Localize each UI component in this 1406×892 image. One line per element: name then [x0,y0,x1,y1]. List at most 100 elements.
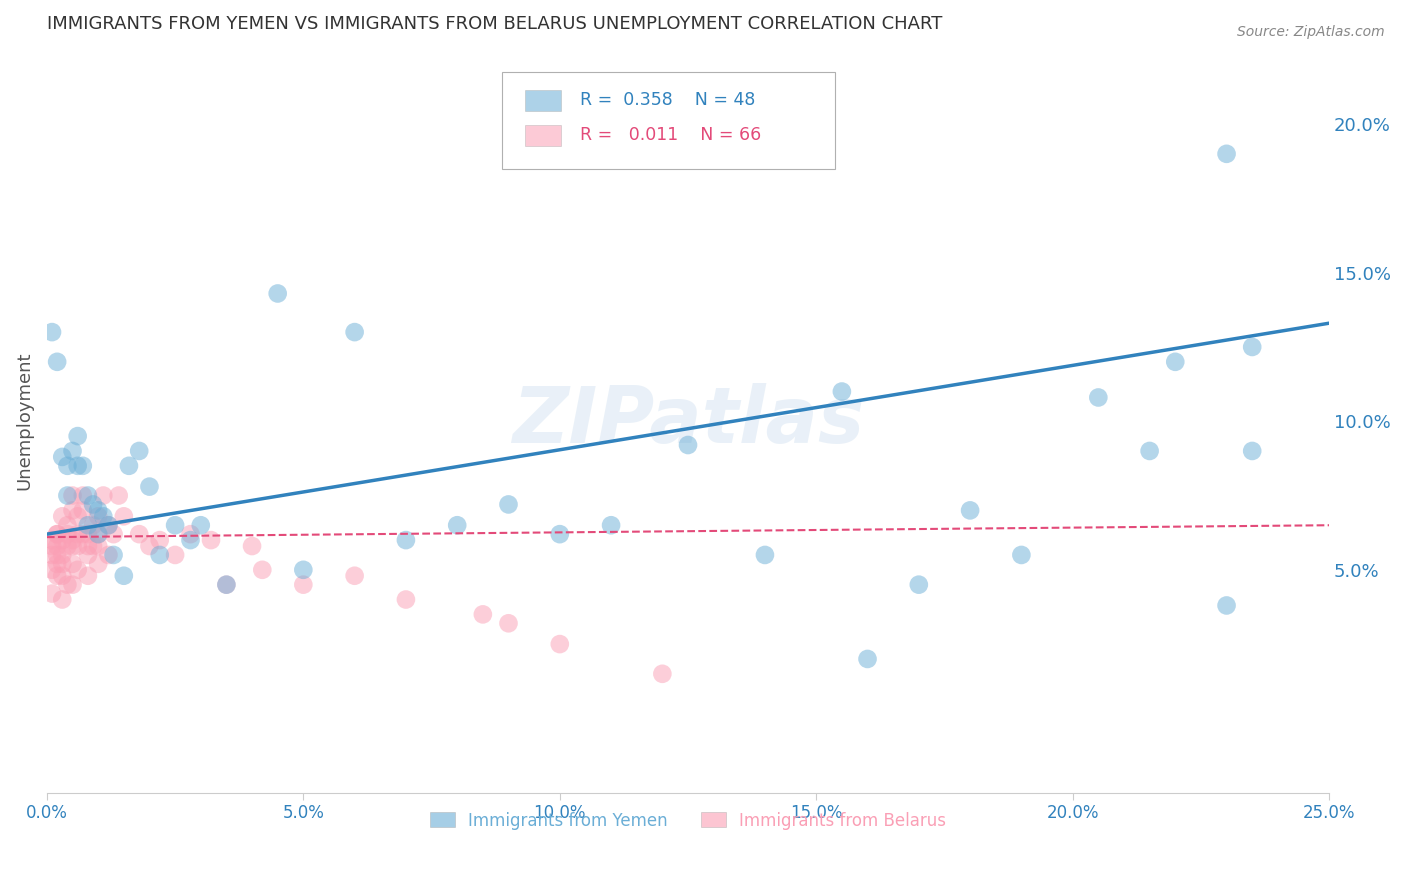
Point [97,548,120,562]
Point [179,527,201,541]
Point [112,509,135,524]
Point [62,539,84,553]
Point [138,539,160,553]
Point [62,557,84,571]
Point [149,548,172,562]
Point [91,489,114,503]
Point [62,503,84,517]
FancyBboxPatch shape [502,72,835,169]
Point [856,652,879,666]
Point [66,527,89,541]
Point [56,458,79,473]
Point [87,557,110,571]
Point [1215,146,1237,161]
Point [46,527,69,541]
Text: ZIPatlas: ZIPatlas [512,384,865,459]
Point [62,444,84,458]
Point [165,548,187,562]
Point [97,518,120,533]
Point [548,637,571,651]
Point [66,509,89,524]
Text: IMMIGRANTS FROM YEMEN VS IMMIGRANTS FROM BELARUS UNEMPLOYMENT CORRELATION CHART: IMMIGRANTS FROM YEMEN VS IMMIGRANTS FROM… [46,15,942,33]
Point [959,503,981,517]
Text: Source: ZipAtlas.com: Source: ZipAtlas.com [1237,25,1385,39]
Point [1215,599,1237,613]
Point [107,489,129,503]
Point [87,509,110,524]
Point [62,577,84,591]
Point [446,518,468,533]
Point [118,458,141,473]
Point [56,527,79,541]
Point [267,286,290,301]
Legend: Immigrants from Yemen, Immigrants from Belarus: Immigrants from Yemen, Immigrants from B… [423,805,953,837]
Point [82,518,104,533]
Point [292,577,315,591]
Point [41,539,63,553]
Point [240,539,263,553]
Point [46,557,69,571]
Point [46,548,69,562]
Point [72,489,94,503]
Point [1241,444,1264,458]
Point [77,548,100,562]
Point [41,548,63,562]
Point [72,503,94,517]
Point [395,592,418,607]
Point [831,384,853,399]
Point [471,607,494,622]
Point [200,533,222,547]
Point [77,568,100,582]
Point [343,568,366,582]
Point [676,438,699,452]
Point [62,533,84,547]
Point [46,539,69,553]
Point [138,480,160,494]
Point [46,527,69,541]
Point [907,577,929,591]
Point [82,498,104,512]
Point [179,533,201,547]
Point [548,527,571,541]
Point [128,444,150,458]
Point [91,509,114,524]
Point [190,518,212,533]
Point [51,557,73,571]
FancyBboxPatch shape [526,90,561,111]
Point [41,533,63,547]
Y-axis label: Unemployment: Unemployment [15,352,32,491]
Point [1010,548,1032,562]
Point [498,616,520,631]
Text: R =  0.358    N = 48: R = 0.358 N = 48 [581,91,755,110]
Point [41,563,63,577]
Point [252,563,274,577]
Point [66,539,89,553]
Point [651,666,673,681]
Point [72,458,94,473]
Point [66,458,89,473]
Point [77,527,100,541]
Point [46,355,69,369]
Point [87,539,110,553]
FancyBboxPatch shape [526,125,561,145]
Point [87,527,110,541]
Point [62,489,84,503]
Point [51,509,73,524]
Point [56,539,79,553]
Point [103,548,125,562]
Point [51,592,73,607]
Point [41,586,63,600]
Point [41,325,63,339]
Point [165,518,187,533]
Point [343,325,366,339]
Point [51,548,73,562]
Point [128,527,150,541]
Point [498,498,520,512]
Point [66,563,89,577]
Point [215,577,238,591]
Point [72,527,94,541]
Point [1087,391,1109,405]
Text: R =   0.011    N = 66: R = 0.011 N = 66 [581,127,762,145]
Point [51,450,73,464]
Point [56,518,79,533]
